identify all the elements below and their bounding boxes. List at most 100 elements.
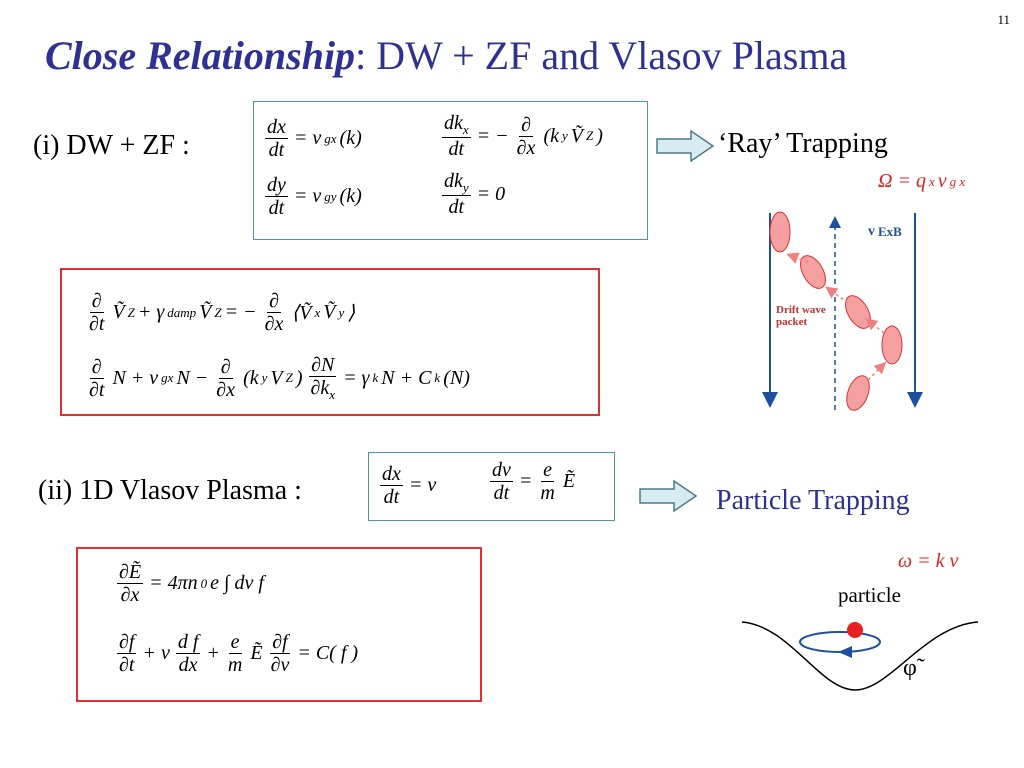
math-text: Ω = q: [878, 170, 926, 192]
math-text: ∂: [521, 113, 531, 136]
section-label: (i) DW + ZF :: [33, 130, 190, 161]
numerator: dkx: [442, 112, 471, 139]
fraction: ∂ ∂x: [214, 356, 237, 401]
math-text: N + v: [112, 366, 159, 389]
math-text: ∂f: [272, 631, 288, 653]
math-text: dy: [267, 174, 286, 196]
math-text: ∂t: [119, 654, 135, 676]
numerator: ∂f: [117, 631, 137, 654]
fraction: dx dt: [380, 463, 403, 508]
subscript: x: [462, 122, 469, 137]
numerator: dx: [380, 463, 403, 486]
math-text: ∂t: [89, 378, 105, 401]
subscript: Z: [127, 304, 135, 320]
section-label: (ii) 1D Vlasov Plasma :: [38, 475, 302, 506]
math-text: v: [937, 170, 947, 192]
equation-box: dx dt = v dv dt = e m Ẽ: [368, 452, 615, 521]
math-text: V: [270, 366, 283, 389]
math-text: ∂x: [516, 136, 536, 159]
denominator: ∂t: [117, 654, 136, 676]
math-text: ∂k: [310, 377, 330, 399]
math-text: + γ: [137, 301, 165, 323]
math-text: Ṽ: [570, 124, 583, 147]
denominator: dt: [447, 196, 467, 218]
subscript: 0: [200, 575, 208, 591]
numerator: ∂: [519, 114, 533, 137]
math-text: dt: [268, 139, 285, 161]
subscript: x: [314, 304, 321, 320]
math-text: dv: [492, 459, 511, 481]
denominator: dt: [267, 139, 287, 161]
numerator: ∂f: [270, 631, 290, 654]
numerator: dy: [265, 174, 288, 197]
math-text: m: [227, 654, 243, 676]
fraction: dky dt: [442, 170, 471, 218]
subscript: g x: [949, 173, 966, 189]
math-text: ∂N: [311, 354, 335, 376]
math-text: Ṽ: [323, 301, 336, 323]
denominator: ∂x: [263, 313, 286, 335]
math-text: d f: [177, 631, 199, 653]
particle-label: particle: [838, 583, 901, 607]
fraction: dx dt: [265, 116, 288, 161]
fraction: ∂ ∂t: [87, 356, 106, 401]
fraction: d f dx: [175, 631, 201, 676]
fraction: ∂ ∂t: [87, 290, 106, 335]
velocity-label: v ExB: [868, 224, 902, 240]
subscript: y: [338, 304, 345, 320]
math-text: (k: [243, 366, 259, 389]
numerator: dky: [442, 170, 471, 197]
math-text: dk: [444, 170, 463, 192]
math-text: + v: [142, 642, 170, 664]
numerator: ∂: [267, 290, 281, 313]
math-text: dx: [267, 116, 286, 138]
math-text: ⟨Ṽ: [291, 302, 312, 324]
math-text: (k): [339, 127, 362, 149]
math-text: dt: [268, 197, 285, 219]
equation: ∂Ẽ ∂x = 4πn 0 e ∫ dv f: [114, 561, 264, 606]
denominator: dt: [382, 486, 402, 508]
denominator: ∂t: [87, 313, 106, 335]
subscript: x: [329, 387, 336, 402]
equation-box: dx dt = v gx (k) dkx dt = − ∂ ∂x (k y Ṽ Z) dy dt = v gy…: [253, 101, 648, 240]
math-text: ∂x: [216, 378, 236, 401]
fraction: dkx dt: [442, 112, 471, 160]
slide-title: Close Relationship: DW + ZF and Vlasov P…: [45, 32, 847, 79]
denominator: dt: [267, 197, 287, 219]
numerator: ∂N: [309, 354, 337, 377]
math-text: ): [596, 124, 603, 147]
numerator: e: [541, 459, 555, 482]
math-text: e ∫ dv f: [210, 572, 264, 594]
arrow: [639, 479, 698, 513]
denominator: ∂x: [214, 379, 237, 401]
numerator: dv: [490, 459, 513, 482]
fraction: ∂Ẽ ∂x: [117, 561, 144, 606]
math-text: =: [518, 470, 533, 492]
math-text: dt: [448, 138, 465, 161]
math-text: (k: [543, 124, 559, 147]
numerator: d f: [175, 631, 201, 654]
subscript: Z: [585, 128, 594, 144]
math-text: v: [868, 224, 875, 239]
numerator: ∂: [89, 290, 104, 313]
math-text: e: [230, 631, 240, 653]
math-text: dx: [382, 463, 401, 485]
math-text: ∂x: [120, 584, 140, 606]
subscript: gx: [324, 130, 337, 146]
potential-label: φ̃: [903, 655, 917, 681]
subscript: ExB: [878, 224, 902, 239]
arrow: [656, 129, 715, 163]
subscript: y: [561, 128, 568, 144]
math-text: = 4πn: [149, 572, 198, 594]
denominator: ∂kx: [309, 377, 338, 402]
math-text: m: [540, 482, 555, 504]
numerator: ∂: [218, 355, 233, 379]
subscript: damp: [167, 304, 197, 320]
math-text: = −: [476, 124, 509, 147]
math-text: ∂: [220, 355, 231, 378]
subscript: y: [261, 370, 268, 386]
